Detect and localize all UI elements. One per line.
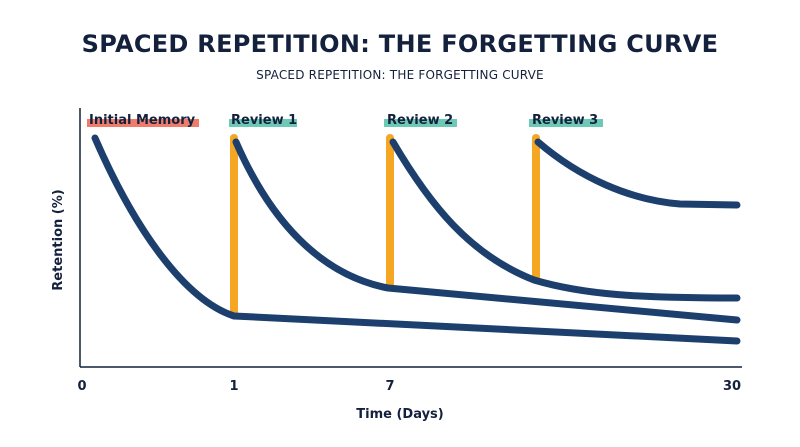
event-label-review-3: Review 3 bbox=[532, 113, 598, 128]
x-tick-label: 0 bbox=[77, 379, 86, 394]
x-tick-label: 7 bbox=[385, 379, 394, 394]
review-2-highlight bbox=[384, 119, 457, 127]
event-label-review-1: Review 1 bbox=[231, 113, 297, 128]
initial-memory-highlight bbox=[87, 119, 199, 127]
review-1-forgetting-curve bbox=[232, 138, 741, 324]
review-2-forgetting-curve bbox=[389, 138, 741, 302]
initial-forgetting-curve bbox=[91, 134, 741, 345]
x-tick-label: 1 bbox=[229, 379, 238, 394]
x-tick-label: 30 bbox=[723, 379, 741, 394]
review-1-highlight bbox=[229, 119, 297, 127]
chart-title: SPACED REPETITION: THE FORGETTING CURVE bbox=[81, 30, 719, 58]
review-3-highlight bbox=[529, 119, 603, 127]
x-axis-label: Time (Days) bbox=[356, 407, 443, 422]
review-3-forgetting-curve bbox=[534, 138, 741, 209]
y-axis-label: Retention (%) bbox=[51, 189, 66, 290]
event-label-initial-memory: Initial Memory bbox=[89, 113, 196, 128]
event-label-review-2: Review 2 bbox=[387, 113, 453, 128]
chart-subtitle: SPACED REPETITION: THE FORGETTING CURVE bbox=[256, 68, 544, 82]
